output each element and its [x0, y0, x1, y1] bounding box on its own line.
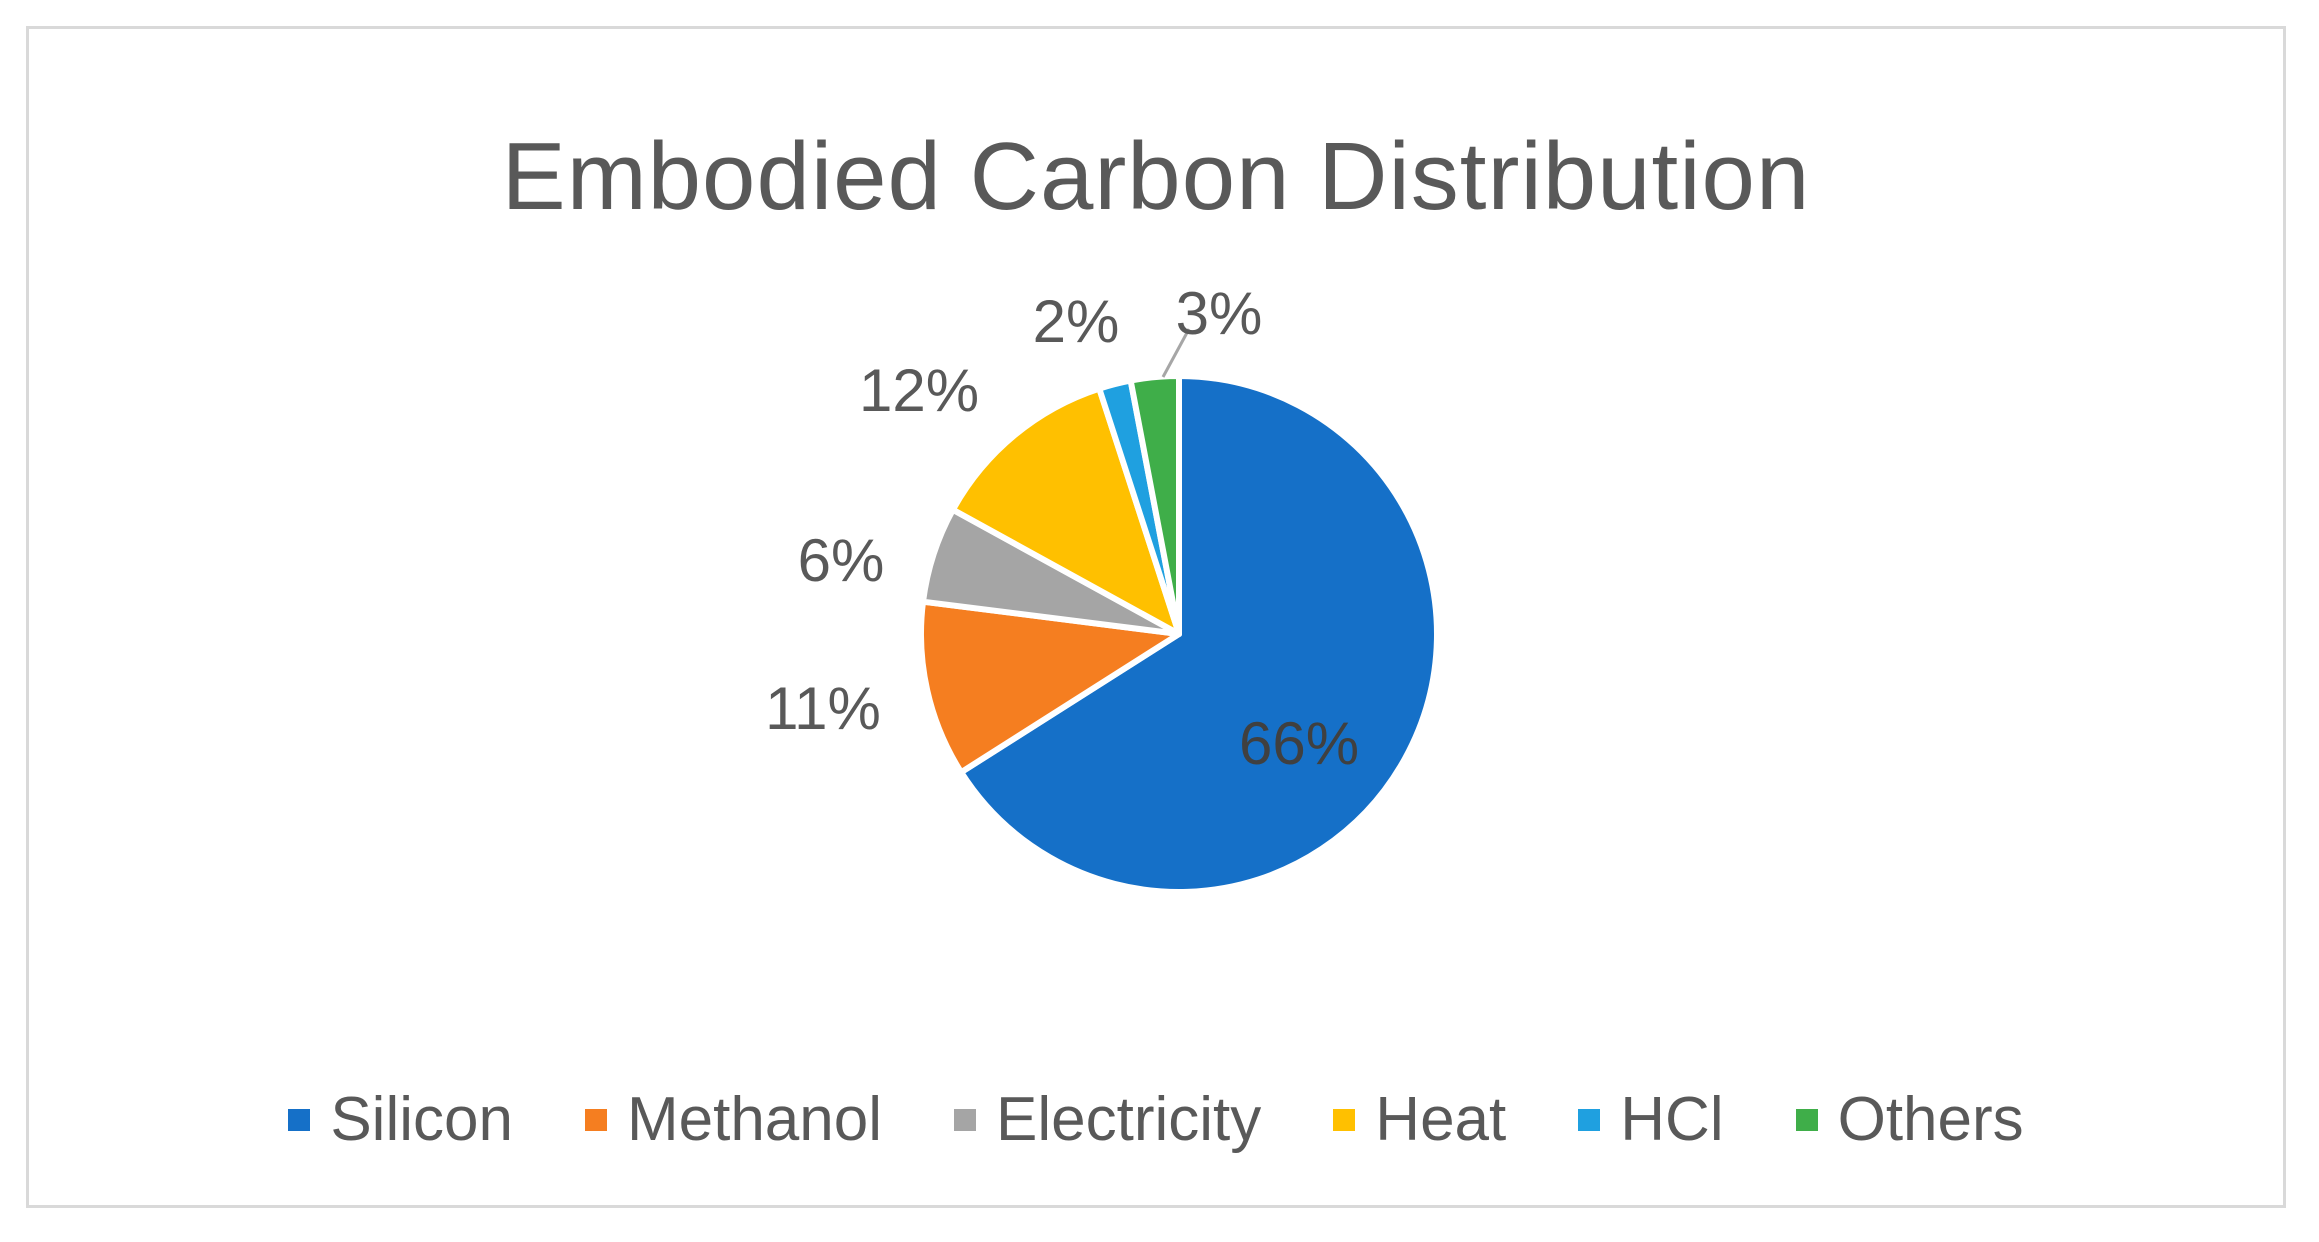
legend-item-others: Others — [1795, 1085, 2024, 1154]
legend-swatch — [584, 1109, 607, 1131]
chart-frame: Embodied Carbon Distribution 66% 11% 6% 12%… — [26, 26, 2286, 1208]
legend-item-methanol: Methanol — [584, 1085, 883, 1154]
pie-slice-methanol — [918, 598, 1182, 776]
legend-label: Silicon — [330, 1085, 513, 1154]
legend-item-electricity: Electricity — [954, 1089, 1261, 1151]
data-label-heat: 12% — [859, 357, 979, 424]
legend-label: Heat — [1375, 1085, 1507, 1154]
legend-item-silicon: Silicon — [288, 1089, 513, 1151]
chart-title: Embodied Carbon Distribution — [501, 123, 1811, 230]
data-label-methanol: 11% — [765, 675, 881, 742]
legend-label: HCl — [1620, 1085, 1724, 1154]
pie-chart: 66% 11% 6% 12% 2% 3% — [765, 280, 1440, 895]
legend-swatch — [1795, 1109, 1818, 1131]
legend-swatch — [1333, 1109, 1356, 1131]
data-label-silicon: 66% — [1239, 710, 1359, 777]
pie-slice-heat — [949, 385, 1182, 637]
chart-legend: Silicon Methanol Electricity Heat HCl Others — [29, 1089, 2283, 1151]
legend-label: Others — [1837, 1085, 2024, 1154]
pie-slice-others — [1127, 373, 1182, 637]
legend-swatch — [954, 1109, 977, 1131]
legend-label: Methanol — [626, 1085, 883, 1154]
legend-swatch — [288, 1109, 311, 1131]
legend-item-hcl: HCl — [1578, 1085, 1724, 1154]
leader-line-others — [1161, 328, 1191, 378]
data-label-hcl: 2% — [1033, 288, 1120, 355]
legend-item-heat: Heat — [1333, 1089, 1506, 1151]
data-label-others: 3% — [1176, 280, 1263, 347]
legend-label: Electricity — [996, 1085, 1262, 1154]
legend-swatch — [1578, 1109, 1601, 1131]
pie-slice-silicon — [958, 373, 1440, 895]
data-label-electricity: 6% — [798, 527, 885, 594]
